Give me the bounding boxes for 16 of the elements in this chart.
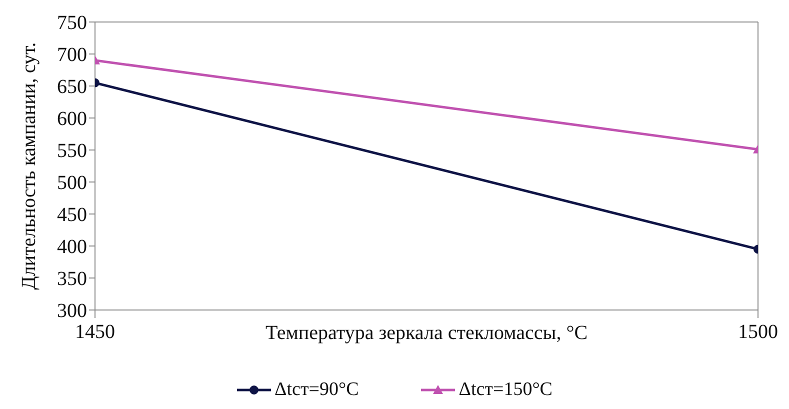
x-axis-title: Температура зеркала стекломассы, °С — [265, 322, 588, 344]
y-tick-label: 550 — [57, 140, 87, 162]
y-tick-label: 300 — [57, 300, 87, 322]
y-tick-label: 350 — [57, 268, 87, 290]
y-tick-label: 600 — [57, 108, 87, 130]
y-tick-label: 450 — [57, 204, 87, 226]
y-tick-label: 500 — [57, 172, 87, 194]
legend-label: Δtст=90°С — [274, 379, 359, 401]
y-axis-title: Длительность кампании, сут. — [18, 42, 40, 290]
y-tick-label: 750 — [57, 12, 87, 34]
y-tick-label: 650 — [57, 76, 87, 98]
legend-label: Δtст=150°С — [458, 379, 552, 401]
y-tick-label: 700 — [57, 44, 87, 66]
x-tick-label: 1500 — [738, 321, 778, 344]
y-tick-label: 400 — [57, 236, 87, 258]
x-tick-label: 1450 — [75, 321, 115, 344]
